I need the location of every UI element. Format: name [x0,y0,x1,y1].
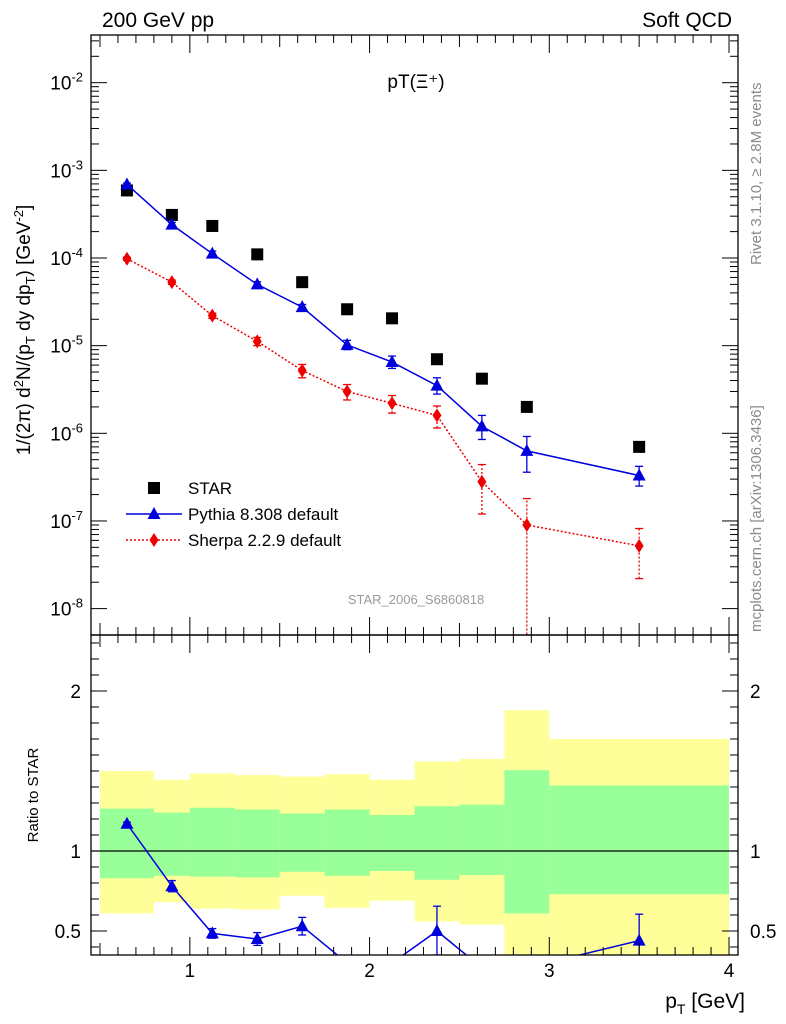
xtick-label: 1 [185,961,196,982]
main-ytick-labels: 10-8 10-7 10-6 10-5 10-4 10-3 10-2 [50,70,83,621]
sherpa-2-2-9-default-point [252,334,262,349]
main-ytick-label: 10-2 [50,70,83,95]
ratio-pythia-line [126,823,640,955]
sherpa-2-2-9-default-point [432,408,442,423]
ratio-ytick-label-left: 1 [70,842,81,863]
main-ytick-label: 10-5 [50,333,83,358]
sherpa-2-2-9-default-point [477,474,487,489]
sherpa-2-2-9-default-line [126,258,640,547]
ratio-series-layer [120,816,646,973]
pythia-8-308-default-point [250,277,264,290]
star-point [296,276,309,289]
legend: STAR Pythia 8.308 default Sherpa 2.2.9 def… [126,479,341,550]
main-panel: 10-8 10-7 10-6 10-5 10-4 10-3 10-2 pT(Ξ⁺) STAR… [11,34,739,636]
ratio-ytick-label-right: 1 [750,842,761,863]
ratio-y-axis-label: Ratio to STAR [25,747,42,842]
ratio-band-inner [549,785,730,895]
header-right: Soft QCD [642,9,732,32]
main-ytick-label: 10-7 [50,508,83,533]
ratio-band-inner [279,813,325,872]
xtick-label: 2 [364,961,375,982]
star-point [386,312,399,325]
ratio-ytick-label-right: 2 [750,682,761,703]
star-point [633,440,646,453]
pythia-8-308-default-point [430,378,444,391]
sherpa-2-2-9-default-point [342,384,352,399]
main-ytick-label: 10-4 [50,245,83,270]
reference-label: STAR_2006_S6860818 [348,592,484,607]
pythia-8-308-default-point [385,355,399,368]
ratio-pythia-point [341,956,354,968]
ratio-pythia-point [520,961,533,973]
sherpa-2-2-9-default-point [122,251,132,266]
pythia-8-308-default-point [165,217,179,230]
sherpa-2-2-9-default-point [297,363,307,378]
ratio-ytick-label-right: 0.5 [750,922,776,943]
main-y-axis-label: 1/(2π) d2N/(pT dy dpT) [GeV-2] [11,205,38,456]
xtick-label: 3 [544,961,555,982]
rivet-label: Rivet 3.1.10, ≥ 2.8M events [748,83,765,266]
header-left: 200 GeV pp [102,9,214,32]
mcplots-label: mcplots.cern.ch [arXiv:1306.3436] [748,405,765,632]
ratio-band-inner [153,812,190,876]
main-series-layer [120,177,646,635]
main-ytick-label: 10-3 [50,157,83,182]
ratio-uncertainty-bands [91,710,738,955]
sherpa-2-2-9-default-point [522,517,532,532]
ratio-ticks: 0.5 0.5 1 1 2 2 1 2 3 4 [55,635,776,982]
sherpa-2-2-9-default-point [387,396,397,411]
ratio-band-inner [414,806,460,880]
star-point [520,400,533,413]
ratio-frame [90,634,739,956]
ratio-band-inner [324,809,370,876]
legend-label-pythia-8-308-default: Pythia 8.308 default [188,505,339,524]
sherpa-2-2-9-default-point [634,538,644,553]
sherpa-2-2-9-default-point [167,275,177,290]
star-point [165,208,178,221]
ratio-pythia-point [475,961,488,973]
legend-marker-star [148,482,160,494]
ratio-pythia-point [386,956,399,968]
ratio-band-inner [234,809,280,878]
main-plot-area [91,35,738,635]
pythia-8-308-default-point [120,177,134,190]
legend-marker-sherpa-2-2-9-default [149,533,159,547]
ratio-pythia-point [632,933,646,946]
main-ticks [91,35,738,635]
ratio-band-inner [189,807,235,877]
main-ytick-label: 10-6 [50,420,83,445]
pythia-8-308-default-point [295,300,309,313]
legend-marker-pythia-8-308-default [147,507,161,519]
ratio-panel: 0.5 0.5 1 1 2 2 1 2 3 4 Ratio to STAR pT [GeV] [25,634,776,1017]
pythia-8-308-default-point [340,337,354,350]
star-point [206,219,219,232]
ratio-pythia-point [205,926,219,939]
ratio-band-inner [504,770,550,914]
pythia-8-308-default-point [205,246,219,259]
ratio-pythia-point [120,816,134,829]
ratio-ytick-label-left: 0.5 [55,922,81,943]
main-ytick-label: 10-8 [50,596,83,621]
ratio-pythia-point [165,879,179,892]
x-axis-label: pT [GeV] [665,990,745,1017]
star-point [475,372,488,385]
ratio-ytick-label-left: 2 [70,682,81,703]
pythia-8-308-default-point [632,468,646,481]
star-point [251,248,264,261]
legend-label-sherpa-2-2-9-default: Sherpa 2.2.9 default [188,531,341,550]
ratio-band-inner [369,815,415,871]
star-point [430,353,443,366]
pythia-8-308-default-point [475,419,489,432]
ratio-pythia-point [250,932,264,944]
star-point [341,303,354,316]
pythia-8-308-default-point [520,443,534,456]
plot-title: pT(Ξ⁺) [387,72,444,93]
ratio-pythia-point [430,924,444,936]
xtick-label: 4 [724,961,735,982]
sherpa-2-2-9-default-point [207,308,217,323]
ratio-pythia-point [295,919,309,932]
ratio-band-inner [459,804,505,875]
legend-label-star: STAR [188,479,232,498]
